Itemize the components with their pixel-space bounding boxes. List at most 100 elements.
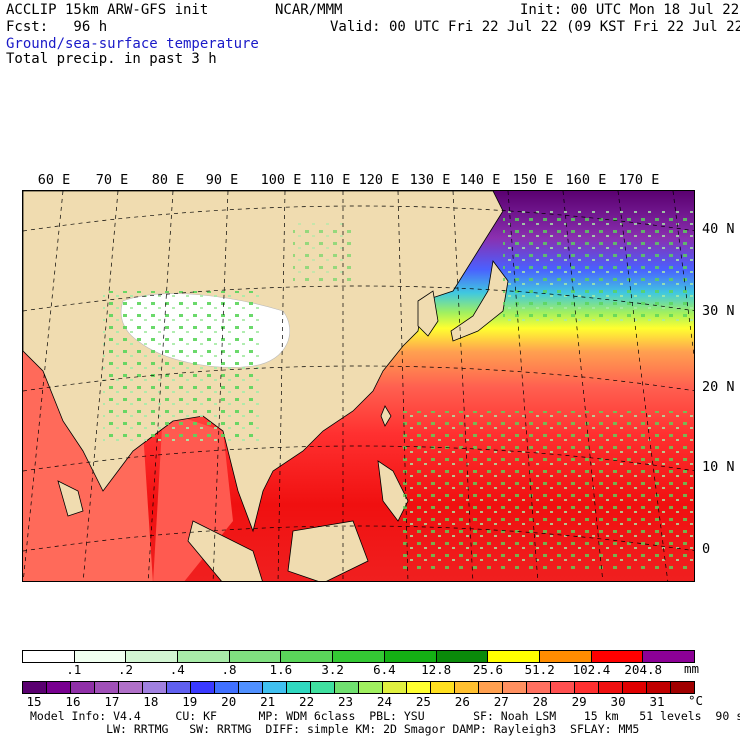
sst-tick-label: 30 bbox=[610, 694, 626, 709]
sst-tick-label: 22 bbox=[299, 694, 315, 709]
model-info-line1: Model Info: V4.4 CU: KF MP: WDM 6class P… bbox=[30, 709, 740, 723]
precip-tick-label: 102.4 bbox=[572, 662, 611, 677]
sst-color-swatch bbox=[143, 682, 167, 693]
sst-color-swatch bbox=[647, 682, 671, 693]
longitude-label: 120 E bbox=[358, 172, 400, 188]
precip-color-swatch bbox=[488, 651, 540, 662]
sst-tick-label: 27 bbox=[493, 694, 509, 709]
sst-color-swatch bbox=[119, 682, 143, 693]
sumatra-land bbox=[187, 520, 263, 581]
sst-color-swatch bbox=[455, 682, 479, 693]
precip-colorbar bbox=[22, 650, 695, 663]
field-label-precip: Total precip. in past 3 h bbox=[6, 51, 217, 67]
sst-tick-label: 31 bbox=[649, 694, 665, 709]
longitude-label: 80 E bbox=[151, 172, 185, 188]
sst-tick-label: 24 bbox=[376, 694, 392, 709]
precip-color-swatch bbox=[436, 651, 489, 662]
sst-color-swatch bbox=[599, 682, 623, 693]
sst-tick-label: 25 bbox=[415, 694, 431, 709]
precip-tick-label: .2 bbox=[118, 662, 134, 677]
korea-land bbox=[417, 290, 439, 337]
sst-tick-label: 26 bbox=[454, 694, 470, 709]
precip-color-swatch bbox=[281, 651, 334, 662]
precip-tick-label: .1 bbox=[66, 662, 82, 677]
taiwan-land bbox=[380, 405, 392, 427]
precip-tick-label: .4 bbox=[169, 662, 185, 677]
sst-color-swatch bbox=[47, 682, 71, 693]
precip-color-swatch bbox=[126, 651, 179, 662]
latitude-label: 10 N bbox=[702, 459, 735, 475]
sst-tick-label: 17 bbox=[104, 694, 120, 709]
precip-color-swatch bbox=[333, 651, 385, 662]
sst-color-swatch bbox=[503, 682, 527, 693]
sst-color-swatch bbox=[287, 682, 311, 693]
institution-label: NCAR/MMM bbox=[275, 2, 343, 18]
sst-color-swatch bbox=[671, 682, 694, 693]
sst-color-swatch bbox=[479, 682, 503, 693]
sst-tick-label: 18 bbox=[143, 694, 159, 709]
model-info-line2: LW: RRTMG SW: RRTMG DIFF: simple KM: 2D … bbox=[30, 722, 640, 736]
sst-color-swatch bbox=[311, 682, 335, 693]
forecast-hour: Fcst: 96 h bbox=[6, 19, 108, 35]
precip-color-swatch bbox=[178, 651, 230, 662]
longitude-label: 90 E bbox=[205, 172, 239, 188]
init-time: Init: 00 UTC Mon 18 Jul 22 bbox=[520, 2, 740, 18]
sst-color-swatch bbox=[575, 682, 599, 693]
sst-tick-label: 23 bbox=[337, 694, 354, 709]
precip-area-south-asia bbox=[103, 291, 263, 441]
sst-color-swatch bbox=[431, 682, 455, 693]
precip-color-swatch bbox=[643, 651, 694, 662]
longitude-label: 100 E bbox=[260, 172, 302, 188]
precip-tick-label: 12.8 bbox=[421, 662, 452, 677]
precip-color-swatch bbox=[384, 651, 437, 662]
precip-color-swatch bbox=[23, 651, 75, 662]
longitude-label: 160 E bbox=[565, 172, 607, 188]
sst-tick-label: 19 bbox=[182, 694, 198, 709]
latitude-label: 0 bbox=[702, 541, 711, 557]
sst-color-swatch bbox=[383, 682, 407, 693]
model-title: ACCLIP 15km ARW-GFS init bbox=[6, 2, 209, 18]
precip-tick-label: 1.6 bbox=[269, 662, 293, 677]
sst-color-swatch bbox=[263, 682, 287, 693]
sst-color-swatch bbox=[527, 682, 551, 693]
sst-color-swatch bbox=[23, 682, 47, 693]
longitude-label: 60 E bbox=[37, 172, 71, 188]
sst-color-swatch bbox=[359, 682, 383, 693]
precip-area-china bbox=[293, 221, 353, 281]
sst-color-swatch bbox=[167, 682, 191, 693]
sst-color-swatch bbox=[95, 682, 119, 693]
precip-color-swatch bbox=[591, 651, 644, 662]
longitude-label: 140 E bbox=[459, 172, 501, 188]
weather-map[interactable] bbox=[22, 190, 695, 582]
precip-tick-label: 25.6 bbox=[472, 662, 503, 677]
precip-area-north-pacific bbox=[503, 211, 693, 321]
longitude-label: 110 E bbox=[309, 172, 351, 188]
sst-color-swatch bbox=[407, 682, 431, 693]
latitude-label: 20 N bbox=[702, 379, 735, 395]
sst-color-swatch bbox=[239, 682, 263, 693]
sst-tick-label: 16 bbox=[65, 694, 81, 709]
latitude-label: 30 N bbox=[702, 303, 735, 319]
latitude-label: 40 N bbox=[702, 221, 735, 237]
precip-tick-label: 3.2 bbox=[321, 662, 344, 677]
precip-unit: mm bbox=[684, 661, 700, 676]
sst-tick-label: 15 bbox=[26, 694, 42, 709]
sst-unit: °C bbox=[688, 693, 704, 708]
sst-color-swatch bbox=[551, 682, 575, 693]
valid-time: Valid: 00 UTC Fri 22 Jul 22 (09 KST Fri … bbox=[330, 19, 740, 35]
sst-color-swatch bbox=[71, 682, 95, 693]
sst-tick-label: 21 bbox=[260, 694, 276, 709]
sst-colorbar bbox=[22, 681, 695, 694]
precip-area-pacific bbox=[403, 411, 693, 571]
longitude-label: 150 E bbox=[512, 172, 554, 188]
sst-color-swatch bbox=[623, 682, 647, 693]
longitude-label: 130 E bbox=[409, 172, 451, 188]
graticule bbox=[23, 191, 694, 581]
sst-tick-label: 29 bbox=[571, 694, 587, 709]
precip-tick-label: .8 bbox=[221, 662, 237, 677]
precip-color-swatch bbox=[74, 651, 127, 662]
precip-tick-label: 51.2 bbox=[524, 662, 555, 677]
precip-tick-label: 6.4 bbox=[373, 662, 396, 677]
sst-color-swatch bbox=[335, 682, 359, 693]
sst-tick-label: 28 bbox=[532, 694, 548, 709]
